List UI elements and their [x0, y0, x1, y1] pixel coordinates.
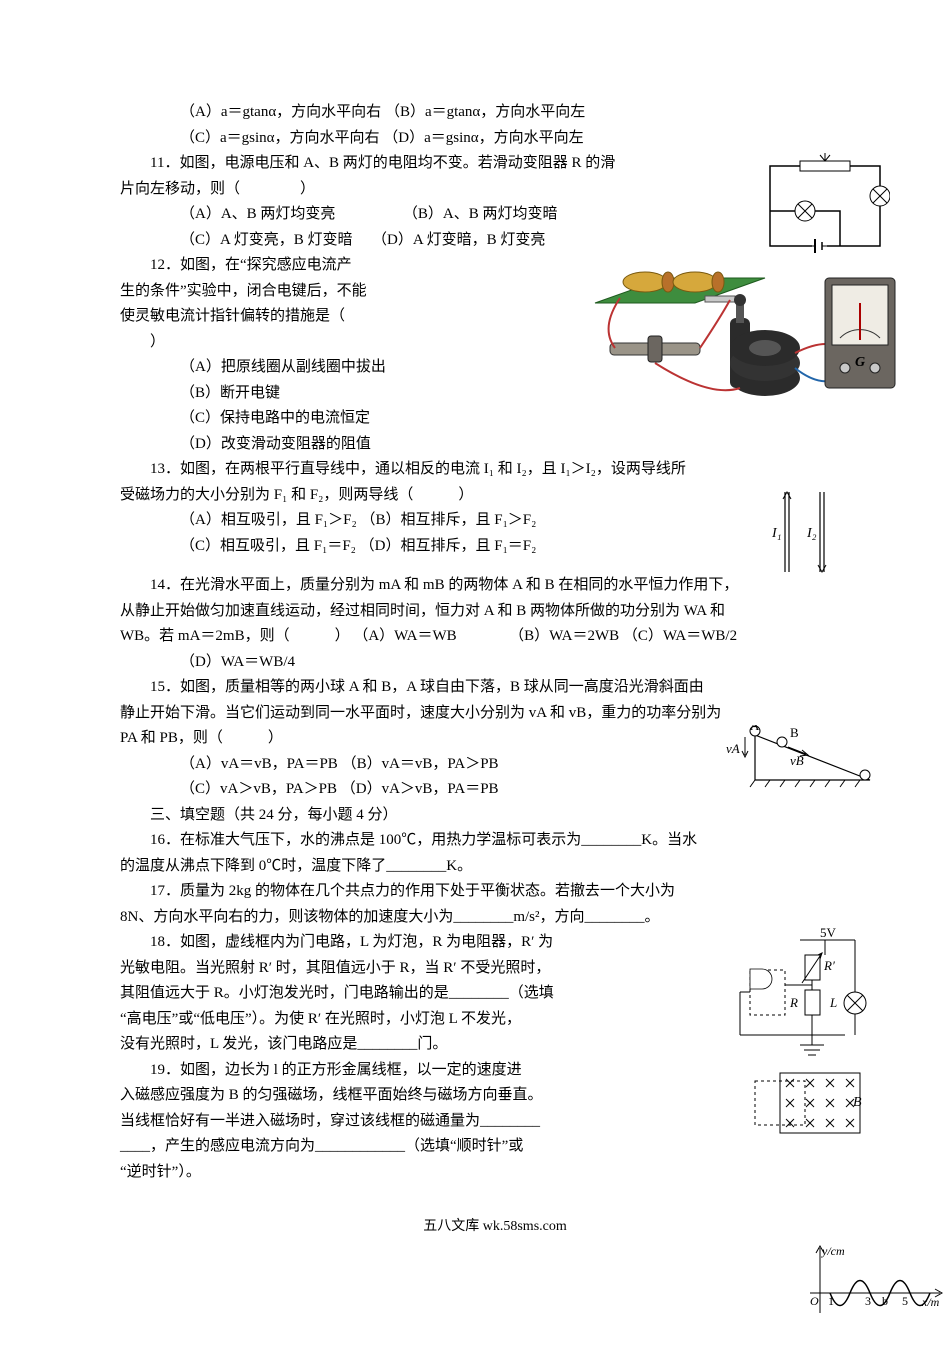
q14-opt-d: （D）WA＝WB/4 — [120, 650, 870, 676]
q15-label-va: vA — [726, 741, 740, 756]
q12-opt-d: （D）改变滑动变阻器的阻值 — [120, 432, 870, 458]
q19-stem5: “逆时针”）。 — [120, 1160, 870, 1186]
q13-opt-c: （C）相互吸引，且 F₁＝F₂ — [180, 538, 356, 554]
section3-title: 三、填空题（共 24 分，每小题 4 分） — [120, 803, 870, 829]
q10-opt-c: （C）a＝gsinα，方向水平向右 — [180, 130, 380, 146]
q15-figure: A vA B vB — [720, 725, 880, 795]
q14-stem3: WB。若 mA＝2mB，则（ ） — [120, 628, 350, 644]
q14-stem1: 14．在光滑水平面上，质量分别为 mA 和 mB 的两物体 A 和 B 在相同的… — [120, 573, 870, 599]
q19-figure: B — [740, 1063, 870, 1143]
q15-opt-b: （B）vA＝vB，PA＞PB — [342, 756, 499, 772]
q11-section: 11．如图，电源电压和 A、B 两灯的电阻均不变。若滑动变阻器 R 的滑 片向左… — [120, 151, 870, 253]
q10-opt-b: （B）a＝gtanα，方向水平向左 — [385, 104, 585, 120]
wave-xlabel: x/m — [921, 1295, 940, 1309]
q11-stem2: 片向左移动，则（ ） — [120, 177, 870, 203]
q17-stem1: 17．质量为 2kg 的物体在几个共点力的作用下处于平衡状态。若撤去一个大小为 — [120, 879, 870, 905]
footer-text: 五八文库 wk.58sms.com — [120, 1215, 870, 1239]
q18-label-5v: 5V — [820, 925, 837, 940]
wave-tick-5: 5 — [902, 1294, 908, 1308]
q15-label-vb: vB — [790, 753, 804, 768]
q10-opt-a: （A）a＝gtanα，方向水平向右 — [180, 104, 381, 120]
q13-line-cd: （C）相互吸引，且 F₁＝F₂ （D）相互排斥，且 F₁＝F₂ — [120, 534, 870, 560]
q19-label-b: B — [853, 1095, 862, 1110]
q10-opt-d: （D）a＝gsinα，方向水平向左 — [383, 130, 583, 146]
q14-opt-c: （C）WA＝WB/2 — [623, 628, 737, 644]
q15-label-a: A — [750, 725, 760, 733]
q11-opt-c: （C）A 灯变亮，B 灯变暗 — [180, 232, 353, 248]
q11-circuit-icon — [760, 151, 890, 261]
wave-figure: y/cm x/m O 1 3 5 b — [790, 1243, 950, 1323]
galvanometer-label: G — [855, 355, 865, 370]
q18-figure: 5V R′ R — [730, 925, 880, 1065]
q16-stem2: 的温度从沸点下降到 0℃时，温度下降了________K。 — [120, 854, 870, 880]
wave-icon: y/cm x/m O 1 3 5 b — [790, 1243, 950, 1323]
wave-tick-3: 3 — [865, 1294, 871, 1308]
q14-opt-a: （A）WA＝WB — [353, 628, 456, 644]
q13-label-i1: I₁ — [771, 526, 782, 541]
q18-label-l: L — [829, 995, 837, 1010]
q13-opt-b: （B）相互排斥，且 F₁＞F₂ — [360, 512, 536, 528]
q18-section: 18．如图，虚线框内为门电路，L 为灯泡，R 为电阻器，R′ 为 光敏电阻。当光… — [120, 930, 870, 1058]
q13-stem1: 13．如图，在两根平行直导线中，通以相反的电流 I₁ 和 I₂，且 I₁＞I₂，… — [120, 457, 870, 483]
q13-opt-d: （D）相互排斥，且 F₁＝F₂ — [360, 538, 537, 554]
q12-opt-c: （C）保持电路中的电流恒定 — [120, 406, 870, 432]
q19-field-icon: B — [740, 1063, 870, 1143]
q11-stem1: 11．如图，电源电压和 A、B 两灯的电阻均不变。若滑动变阻器 R 的滑 — [120, 151, 870, 177]
q15-label-b: B — [790, 725, 799, 740]
q11-opt-b: （B）A、B 两灯均变暗 — [403, 206, 558, 222]
q11-opt-a: （A）A、B 两灯均变亮 — [180, 206, 335, 222]
page: （A）a＝gtanα，方向水平向右 （B）a＝gtanα，方向水平向左 （C）a… — [0, 0, 950, 1313]
wave-origin: O — [810, 1294, 819, 1308]
q13-opt-a: （A）相互吸引，且 F₁＞F₂ — [180, 512, 357, 528]
q16-stem1: 16．在标准大气压下，水的沸点是 100℃，用热力学温标可表示为________… — [120, 828, 870, 854]
q12-section: 12．如图，在“探究感应电流产 生的条件”实验中，闭合电键后，不能 使灵敏电流计… — [120, 253, 870, 457]
wave-ylabel: y/cm — [821, 1244, 845, 1258]
q18-label-r: R — [789, 995, 798, 1010]
q15-incline-icon: A vA B vB — [720, 725, 880, 795]
q14-stem2: 从静止开始做匀加速直线运动，经过相同时间，恒力对 A 和 B 两物体所做的功分别… — [120, 599, 870, 625]
q18-circuit-icon: 5V R′ R — [730, 925, 880, 1065]
q13-section: 13．如图，在两根平行直导线中，通以相反的电流 I₁ 和 I₂，且 I₁＞I₂，… — [120, 457, 870, 559]
q15-stem2: 静止开始下滑。当它们运动到同一水平面时，速度大小分别为 vA 和 vB，重力的功… — [120, 701, 870, 727]
q12-figure: G — [590, 248, 900, 408]
q14-line1: WB。若 mA＝2mB，则（ ） （A）WA＝WB （B）WA＝2WB （C）W… — [120, 624, 870, 650]
svg-text:b: b — [882, 1294, 888, 1308]
q11-line-ab: （A）A、B 两灯均变亮 （B）A、B 两灯均变暗 — [120, 202, 870, 228]
q13-wires-icon: I₁ I₂ — [760, 487, 850, 577]
q13-stem2: 受磁场力的大小分别为 F₁ 和 F₂，则两导线（ ） — [120, 483, 870, 509]
wave-tick-1: 1 — [828, 1294, 834, 1308]
q13-figure: I₁ I₂ — [760, 487, 850, 577]
q11-figure — [760, 151, 890, 261]
q13-line-ab: （A）相互吸引，且 F₁＞F₂ （B）相互排斥，且 F₁＞F₂ — [120, 508, 870, 534]
q19-section: 19．如图，边长为 l 的正方形金属线框，以一定的速度进 入磁感应强度为 B 的… — [120, 1058, 870, 1186]
q10-line-cd: （C）a＝gsinα，方向水平向右 （D）a＝gsinα，方向水平向左 — [120, 126, 870, 152]
q15-opt-c: （C）vA＞vB，PA＞PB — [180, 781, 337, 797]
q13-label-i2: I₂ — [806, 526, 817, 541]
q10-line-ab: （A）a＝gtanα，方向水平向右 （B）a＝gtanα，方向水平向左 — [120, 100, 870, 126]
q14-opt-b: （B）WA＝2WB — [509, 628, 619, 644]
q15-opt-a: （A）vA＝vB，PA＝PB — [180, 756, 338, 772]
q15-opt-d: （D）vA＞vB，PA＝PB — [341, 781, 499, 797]
q11-opt-d: （D）A 灯变暗，B 灯变亮 — [372, 232, 545, 248]
q15-section: 15．如图，质量相等的两小球 A 和 B，A 球自由下落，B 球从同一高度沿光滑… — [120, 675, 870, 803]
q18-label-rp: R′ — [823, 958, 835, 973]
q15-stem1: 15．如图，质量相等的两小球 A 和 B，A 球自由下落，B 球从同一高度沿光滑… — [120, 675, 870, 701]
q12-apparatus-icon: G — [590, 248, 900, 408]
